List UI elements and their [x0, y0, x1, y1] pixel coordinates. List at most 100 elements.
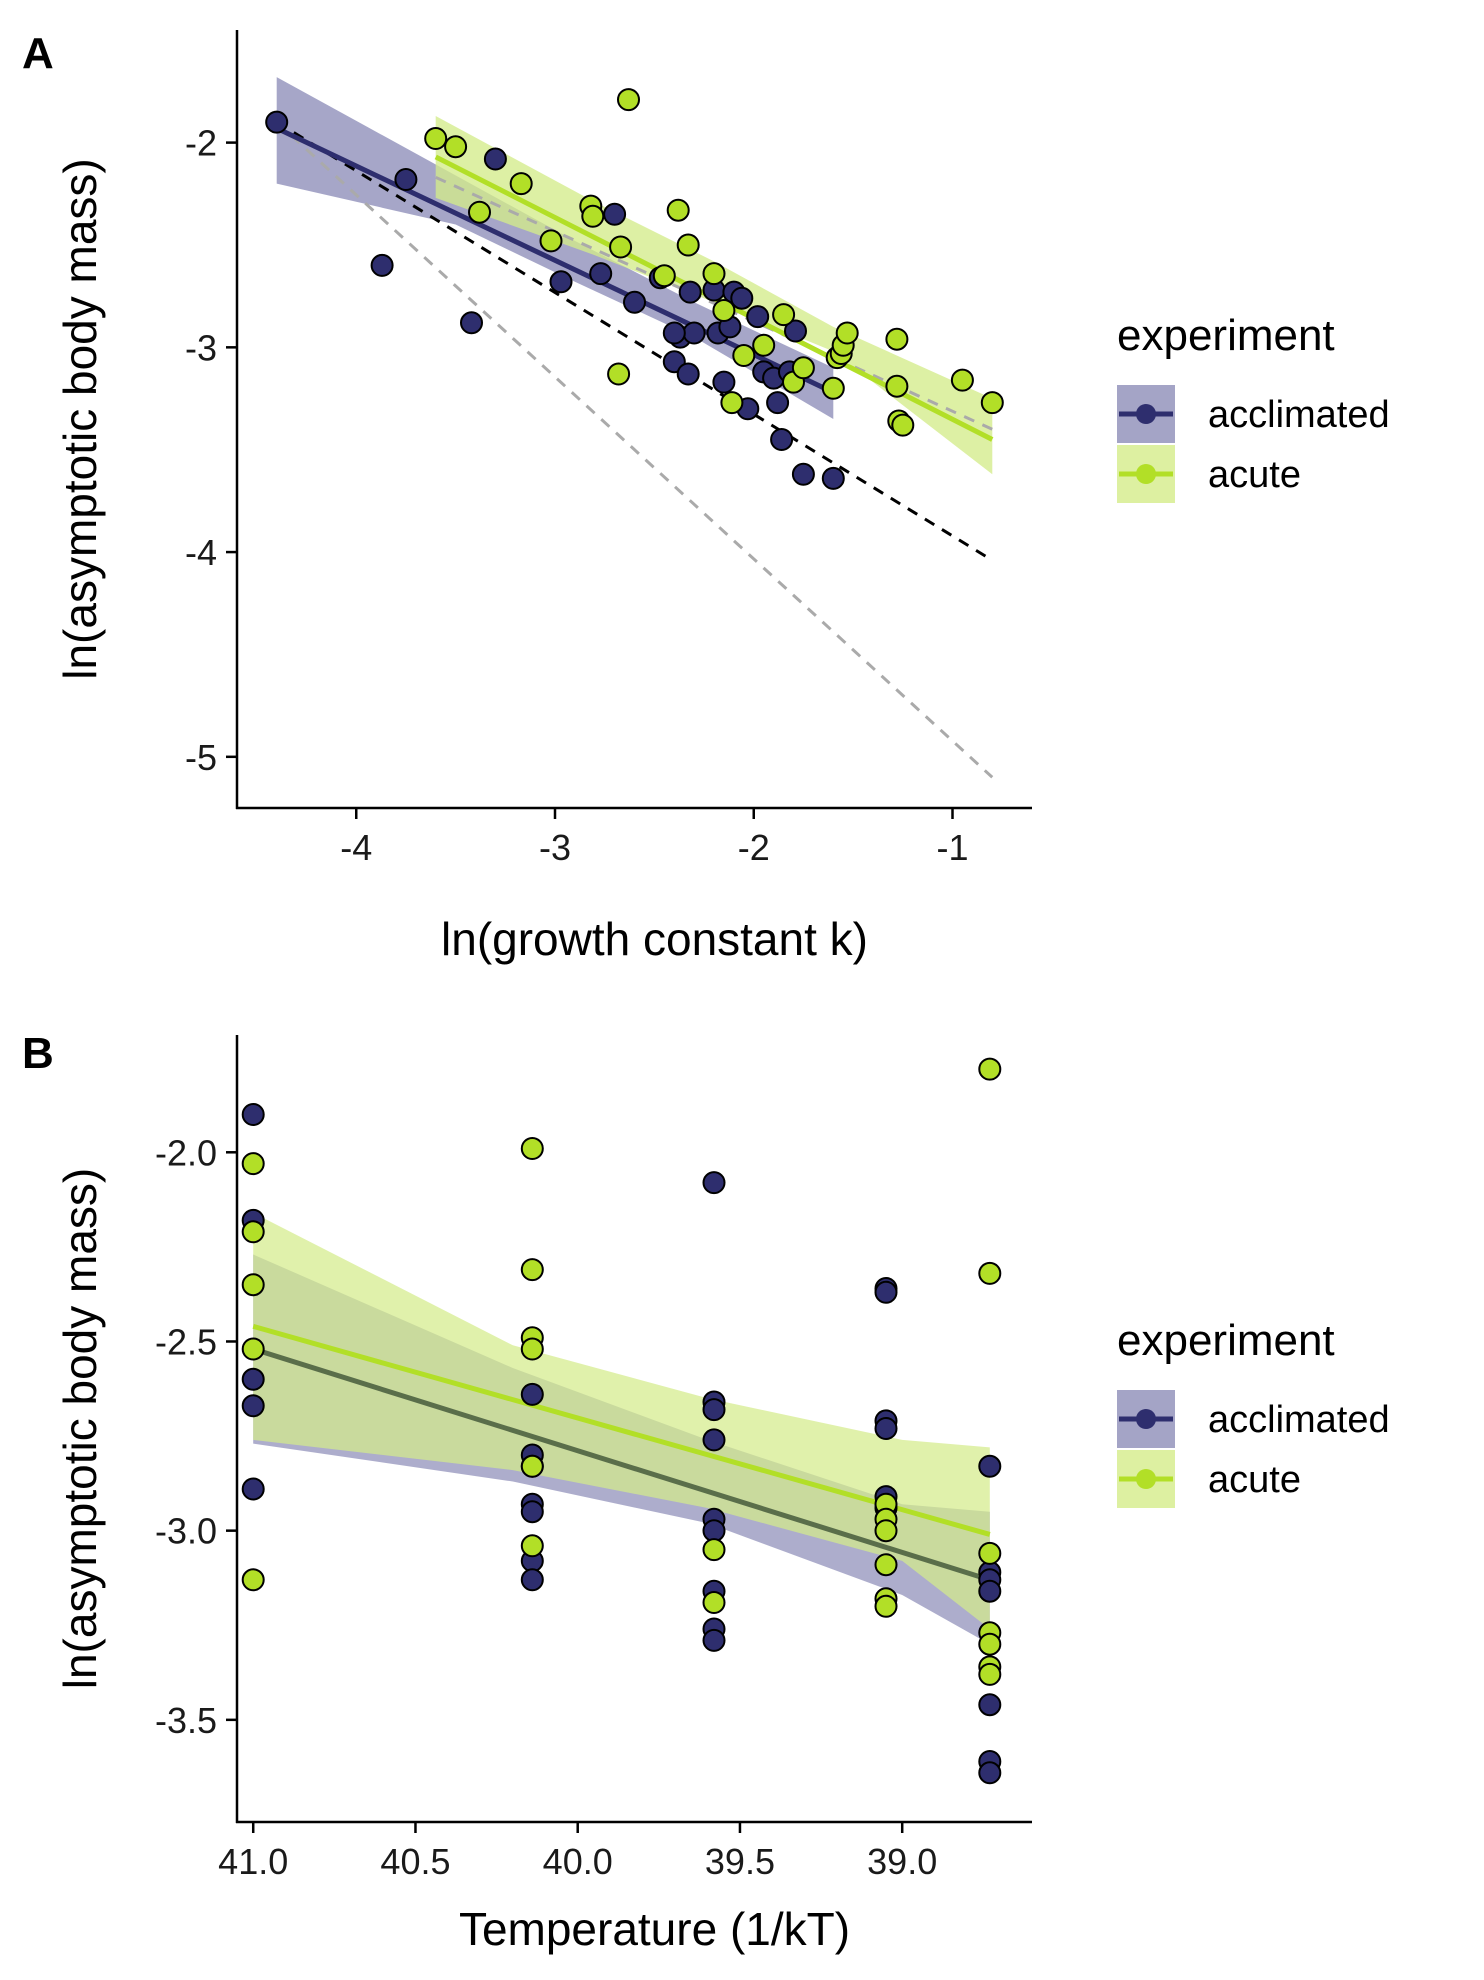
x-tick-label: 41.0: [218, 1841, 288, 1882]
acclimated-point: [702, 1171, 726, 1195]
acclimated-point: [682, 321, 706, 345]
acclimated-point: [394, 168, 418, 191]
reference-line-1: [275, 121, 994, 779]
x-tick-label: -1: [936, 827, 968, 868]
x-tick-label: 40.0: [543, 1841, 613, 1882]
legend-key-point: [1136, 1409, 1156, 1429]
y-tick-label: -3.5: [155, 1700, 217, 1741]
acute-point: [609, 235, 633, 259]
acute-point: [520, 1137, 544, 1160]
y-tick-label: -5: [185, 737, 217, 778]
acclimated-point: [702, 1519, 726, 1543]
acute-point: [732, 344, 756, 367]
acclimated-point: [520, 1568, 544, 1592]
acclimated-point: [821, 466, 845, 490]
acclimated-point: [589, 262, 613, 286]
acute-confidence-band: [253, 1212, 990, 1629]
reference-line-0: [275, 120, 994, 562]
acute-point: [702, 262, 726, 286]
acclimated-point: [623, 290, 646, 314]
acute-point: [720, 391, 744, 415]
acclimated-point: [730, 286, 754, 310]
legend-title: experiment: [1117, 311, 1335, 360]
x-tick-label: -3: [539, 827, 571, 868]
acute-point: [891, 413, 915, 437]
legend: experiment acclimated acute: [1117, 311, 1390, 503]
acclimated-point: [791, 462, 815, 486]
acute-point: [241, 1337, 265, 1361]
acclimated-point: [874, 1280, 898, 1304]
acute-point: [581, 204, 605, 228]
y-axis-title: ln(asymptotic body mass): [54, 158, 106, 680]
acclimated-point: [678, 280, 702, 304]
acclimated-point: [766, 391, 790, 415]
legend-label-acute: acute: [1208, 454, 1301, 496]
acute-point: [702, 1538, 726, 1562]
acclimated-point: [520, 1382, 544, 1406]
acclimated-point: [460, 311, 483, 335]
legend-label-acute: acute: [1208, 1459, 1301, 1501]
legend-key-point: [1136, 464, 1156, 484]
y-tick-label: -2.5: [155, 1321, 217, 1362]
acclimated-point: [549, 270, 573, 294]
acute-point: [468, 200, 491, 224]
x-tick-label: -4: [340, 827, 372, 868]
legend-title: experiment: [1117, 1316, 1335, 1365]
acute-point: [791, 356, 815, 380]
y-tick-label: -2.0: [155, 1132, 217, 1173]
legend: experiment acclimated acute: [1117, 1316, 1390, 1508]
acclimated-point: [978, 1693, 1002, 1717]
y-tick-label: -3: [185, 327, 217, 368]
acute-point: [950, 368, 974, 392]
acclimated-point: [978, 1761, 1002, 1785]
y-tick-label: -4: [185, 532, 217, 573]
x-tick-label: 39.0: [867, 1841, 937, 1882]
legend-key-point: [1136, 404, 1156, 424]
acclimated-point: [702, 1428, 726, 1452]
acute-point: [520, 1454, 544, 1478]
acclimated-point: [520, 1500, 544, 1524]
x-axis-title: Temperature (1/kT): [459, 1903, 850, 1955]
panel-tag: B: [22, 1029, 54, 1078]
acclimated-point: [978, 1579, 1002, 1603]
acute-point: [978, 1662, 1002, 1686]
acute-point: [978, 1541, 1002, 1565]
acclimated-point: [241, 1103, 265, 1126]
acute-point: [520, 1534, 544, 1558]
acute-point: [702, 1591, 726, 1614]
acclimated-point: [603, 202, 627, 226]
acute-point: [712, 299, 736, 322]
acute-point: [607, 362, 631, 386]
acclimated-point: [874, 1417, 898, 1440]
acute-point: [241, 1568, 265, 1592]
acclimated-point: [702, 1628, 726, 1652]
acute-point: [520, 1337, 544, 1361]
x-tick-label: -2: [738, 827, 770, 868]
acute-point: [241, 1152, 265, 1176]
legend-key-point: [1136, 1469, 1156, 1489]
plot-area: [241, 1057, 1002, 1785]
acclimated-point: [241, 1367, 265, 1391]
acclimated-point: [712, 370, 736, 394]
acclimated-point: [370, 253, 394, 277]
acclimated-point: [676, 362, 700, 386]
acclimated-point: [784, 319, 807, 343]
y-tick-label: -3.0: [155, 1511, 217, 1552]
acute-point: [885, 374, 909, 398]
acute-point: [978, 1057, 1002, 1081]
acute-point: [874, 1553, 898, 1577]
panel-b: 41.0 40.5 40.0 39.5 39.0 -2.0 -2.5 -3.0 -3.5 Temp…: [22, 1029, 1390, 1955]
legend-label-acclimated: acclimated: [1208, 1399, 1390, 1441]
acclimated-point: [241, 1394, 265, 1418]
acclimated-point: [483, 147, 507, 171]
acute-point: [676, 233, 700, 257]
acute-point: [978, 1261, 1002, 1285]
acclimated-point: [770, 428, 794, 451]
legend-label-acclimated: acclimated: [1208, 394, 1390, 436]
acute-point: [978, 1632, 1002, 1656]
acclimated-point: [241, 1477, 265, 1501]
x-tick-label: 40.5: [380, 1841, 450, 1882]
panel-a: -4 -3 -2 -1 -5 -4 -3 -2 ln(growth constant k) ln(…: [22, 29, 1390, 965]
acute-point: [444, 135, 468, 159]
